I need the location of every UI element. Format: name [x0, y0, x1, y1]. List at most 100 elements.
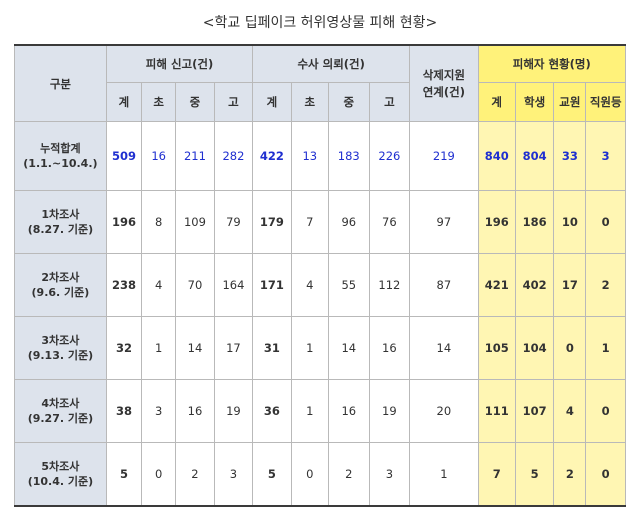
victims-header: 피해자 현황(명): [477, 44, 627, 83]
table-row: 1차조사 (8.27. 기준) 196 8 109 79 179 7 96 76 …: [14, 190, 626, 254]
cell: 105: [477, 316, 516, 380]
table-row: 5차조사 (10.4. 기준) 5 0 2 3 5 0 2 3 1 7 5 2 0: [14, 442, 626, 507]
cell: 97: [409, 190, 479, 254]
row-label: 5차조사 (10.4. 기준): [14, 442, 107, 507]
cell: 1: [585, 316, 626, 380]
cell: 0: [585, 442, 626, 507]
cell: 7: [477, 442, 516, 507]
row-label: 누적합계 (1.1.~10.4.): [14, 121, 107, 191]
header-row-1: 구분 피해 신고(건) 수사 의뢰(건) 삭제지원 연계(건) 피해자 현황(명…: [14, 44, 627, 122]
cell: 87: [409, 253, 479, 317]
cell: 8: [141, 190, 177, 254]
cell: 804: [514, 121, 555, 191]
cell: 109: [175, 190, 215, 254]
cell: 4: [290, 253, 329, 317]
cell: 0: [585, 379, 626, 443]
cell: 509: [105, 121, 143, 191]
cell: 14: [175, 316, 215, 380]
cell: 16: [327, 379, 370, 443]
cell: 55: [327, 253, 370, 317]
cell: 4: [553, 379, 587, 443]
cell: 17: [553, 253, 587, 317]
investigation-header: 수사 의뢰(건): [252, 44, 411, 83]
cell: 2: [553, 442, 587, 507]
cell: 70: [175, 253, 215, 317]
deletion-header: 삭제지원 연계(건): [409, 44, 479, 122]
cell: 2: [585, 253, 626, 317]
cell: 196: [477, 190, 516, 254]
cell: 4: [141, 253, 177, 317]
victims-staff-header: 직원등: [585, 82, 626, 122]
cell: 5: [252, 442, 292, 507]
cell: 0: [553, 316, 587, 380]
cell: 14: [409, 316, 479, 380]
cell: 107: [514, 379, 555, 443]
cell: 1: [290, 316, 329, 380]
cell: 16: [175, 379, 215, 443]
cell: 196: [105, 190, 143, 254]
cell: 2: [175, 442, 215, 507]
victims-teachers-header: 교원: [553, 82, 587, 122]
investigation-middle-header: 중: [327, 82, 370, 122]
row-label: 3차조사 (9.13. 기준): [14, 316, 107, 380]
cell: 422: [252, 121, 292, 191]
cell: 3: [368, 442, 411, 507]
reports-total-header: 계: [105, 82, 143, 122]
cell: 1: [409, 442, 479, 507]
cell: 1: [141, 316, 177, 380]
cell: 3: [585, 121, 626, 191]
category-header: 구분: [14, 44, 107, 122]
cell: 2: [327, 442, 370, 507]
reports-header: 피해 신고(건): [105, 44, 254, 83]
reports-high-header: 고: [213, 82, 254, 122]
table-title: <학교 딥페이크 허위영상물 피해 현황>: [202, 15, 438, 31]
investigation-total-header: 계: [252, 82, 292, 122]
cell: 16: [368, 316, 411, 380]
cell: 19: [213, 379, 254, 443]
cell: 238: [105, 253, 143, 317]
cell: 179: [252, 190, 292, 254]
cell: 36: [252, 379, 292, 443]
cell: 111: [477, 379, 516, 443]
cell: 0: [290, 442, 329, 507]
cell: 112: [368, 253, 411, 317]
table-row: 4차조사 (9.27. 기준) 38 3 16 19 36 1 16 19 20 …: [14, 379, 626, 443]
investigation-high-header: 고: [368, 82, 411, 122]
cell: 13: [290, 121, 329, 191]
cell: 33: [553, 121, 587, 191]
row-label: 1차조사 (8.27. 기준): [14, 190, 107, 254]
cell: 96: [327, 190, 370, 254]
cell: 219: [409, 121, 479, 191]
row-label: 2차조사 (9.6. 기준): [14, 253, 107, 317]
cell: 19: [368, 379, 411, 443]
header-row-2: 계 초 중 고 계 초 중 고 계 학생 교원 직원등: [15, 82, 626, 122]
cell: 5: [514, 442, 555, 507]
cell: 10: [553, 190, 587, 254]
cell: 3: [213, 442, 254, 507]
cell: 1: [290, 379, 329, 443]
cell: 186: [514, 190, 555, 254]
victims-total-header: 계: [477, 82, 516, 122]
cell: 183: [327, 121, 370, 191]
cell: 17: [213, 316, 254, 380]
cell: 79: [213, 190, 254, 254]
investigation-elementary-header: 초: [290, 82, 329, 122]
cell: 104: [514, 316, 555, 380]
cell: 14: [327, 316, 370, 380]
cell: 211: [175, 121, 215, 191]
table-row: 3차조사 (9.13. 기준) 32 1 14 17 31 1 14 16 14 …: [14, 316, 626, 380]
row-label: 4차조사 (9.27. 기준): [14, 379, 107, 443]
cell: 226: [368, 121, 411, 191]
table-row: 2차조사 (9.6. 기준) 238 4 70 164 171 4 55 112 …: [14, 253, 626, 317]
cell: 840: [477, 121, 516, 191]
cell: 7: [290, 190, 329, 254]
cell: 20: [409, 379, 479, 443]
cell: 402: [514, 253, 555, 317]
damage-status-table: 구분 피해 신고(건) 수사 의뢰(건) 삭제지원 연계(건) 피해자 현황(명…: [14, 44, 627, 507]
cell: 171: [252, 253, 292, 317]
cell: 0: [141, 442, 177, 507]
reports-middle-header: 중: [175, 82, 215, 122]
cell: 3: [141, 379, 177, 443]
cell: 0: [585, 190, 626, 254]
cell: 38: [105, 379, 143, 443]
